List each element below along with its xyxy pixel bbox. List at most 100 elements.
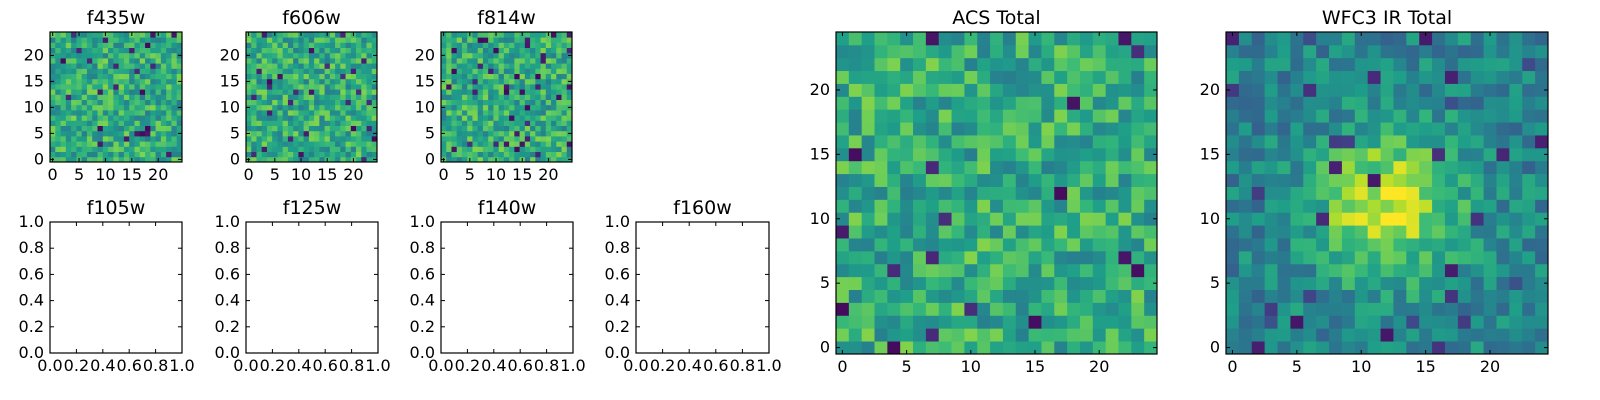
pixel bbox=[1444, 122, 1459, 136]
pixel bbox=[65, 32, 72, 38]
x-tick-label: 0.0 bbox=[233, 356, 258, 375]
pixel bbox=[498, 120, 505, 126]
pixel bbox=[1535, 83, 1549, 97]
pixel bbox=[472, 63, 479, 69]
pixel bbox=[951, 96, 965, 110]
pixel bbox=[561, 68, 568, 74]
pixel bbox=[319, 68, 325, 74]
pixel bbox=[277, 89, 284, 95]
pixel bbox=[1316, 250, 1330, 265]
pixel bbox=[561, 32, 568, 38]
pixel bbox=[60, 37, 67, 43]
pixel bbox=[1131, 96, 1145, 110]
pixel bbox=[1131, 83, 1145, 97]
pixel bbox=[1380, 173, 1394, 187]
pixel bbox=[139, 94, 146, 100]
pixel bbox=[324, 37, 331, 43]
pixel bbox=[1496, 199, 1510, 213]
pixel bbox=[467, 120, 473, 126]
pixel bbox=[1303, 315, 1317, 329]
pixel bbox=[324, 89, 331, 95]
pixel bbox=[514, 73, 520, 80]
pixel bbox=[874, 302, 888, 316]
pixel bbox=[60, 63, 67, 69]
pixel bbox=[1264, 263, 1278, 278]
pixel bbox=[256, 99, 263, 106]
pixel bbox=[1354, 96, 1369, 110]
pixel bbox=[1457, 328, 1472, 342]
pixel bbox=[1144, 173, 1158, 187]
pixel bbox=[1419, 289, 1433, 303]
pixel bbox=[314, 32, 320, 38]
pixel bbox=[1144, 135, 1158, 149]
pixel bbox=[1015, 186, 1029, 200]
pixel bbox=[123, 89, 130, 95]
pixel bbox=[76, 42, 83, 48]
pixel bbox=[990, 289, 1004, 303]
pixel bbox=[350, 47, 357, 54]
pixel bbox=[1238, 32, 1253, 46]
pixel bbox=[488, 73, 494, 80]
pixel bbox=[524, 151, 531, 158]
pixel bbox=[477, 63, 484, 69]
pixel bbox=[86, 120, 93, 126]
pixel bbox=[545, 120, 552, 126]
pixel bbox=[1131, 173, 1145, 187]
pixel bbox=[509, 130, 515, 137]
pixel bbox=[1316, 289, 1330, 303]
pixel bbox=[113, 37, 120, 43]
pixel bbox=[308, 146, 315, 152]
pixel bbox=[345, 42, 352, 48]
pixel bbox=[108, 63, 114, 69]
pixel bbox=[551, 89, 557, 95]
pixel bbox=[261, 58, 268, 64]
pixel bbox=[1264, 199, 1278, 213]
pixel bbox=[1002, 122, 1017, 136]
pixel bbox=[76, 58, 83, 64]
pixel bbox=[545, 68, 552, 74]
pixel bbox=[1131, 341, 1145, 355]
pixel bbox=[123, 78, 130, 85]
pixel bbox=[1329, 199, 1343, 213]
pixel bbox=[1470, 263, 1484, 278]
pixel bbox=[1118, 135, 1132, 149]
pixel bbox=[446, 115, 452, 121]
pixel bbox=[266, 110, 273, 116]
pixel bbox=[1432, 199, 1446, 213]
pixel bbox=[524, 84, 531, 90]
pixel bbox=[1367, 250, 1381, 265]
pixel bbox=[556, 58, 562, 64]
pixel bbox=[1535, 315, 1549, 329]
pixel bbox=[456, 125, 463, 132]
x-tick-label: 0.4 bbox=[481, 356, 506, 375]
pixel bbox=[246, 42, 252, 48]
pixel bbox=[530, 63, 536, 69]
pixel bbox=[566, 89, 573, 95]
pixel bbox=[298, 99, 305, 106]
pixel bbox=[160, 94, 167, 100]
pixel bbox=[477, 136, 484, 142]
pixel bbox=[1316, 57, 1330, 72]
pixel bbox=[1067, 147, 1081, 162]
pixel bbox=[134, 73, 141, 80]
pixel bbox=[314, 151, 320, 158]
pixel bbox=[1054, 122, 1068, 136]
pixel bbox=[1354, 276, 1369, 290]
pixel bbox=[545, 37, 552, 43]
pixel bbox=[361, 84, 367, 90]
pixel bbox=[482, 32, 489, 38]
pixel bbox=[1483, 160, 1497, 175]
pixel bbox=[535, 63, 541, 69]
pixel bbox=[503, 146, 510, 152]
pixel bbox=[441, 42, 447, 48]
pixel bbox=[1432, 289, 1446, 303]
pixel bbox=[314, 156, 320, 163]
pixel bbox=[303, 32, 310, 38]
pixel bbox=[848, 250, 863, 265]
pixel bbox=[900, 212, 914, 226]
pixel bbox=[256, 146, 263, 152]
pixel bbox=[1277, 302, 1291, 316]
y-tick-label: 0.8 bbox=[19, 238, 44, 257]
pixel bbox=[551, 104, 557, 111]
pixel bbox=[1380, 109, 1394, 123]
